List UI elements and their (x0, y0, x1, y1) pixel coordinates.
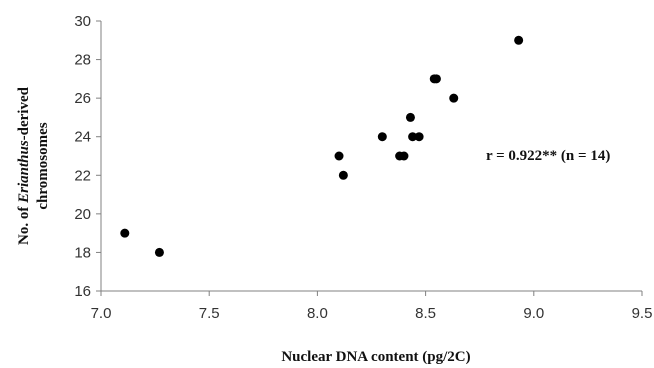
y-tick-label: 28 (74, 52, 91, 69)
y-axis-ticks: 16 18 20 22 24 26 28 30 (74, 13, 101, 300)
y-axis-label: No. of Erianthus-derived chromosomes (16, 86, 51, 245)
x-tick-label: 9.5 (632, 305, 653, 322)
y-axis-label-line-1: No. of Erianthus-derived (16, 86, 32, 245)
x-tick-label: 7.5 (199, 305, 220, 322)
data-point (414, 132, 424, 142)
x-axis-label: Nuclear DNA content (pg/2C) (281, 349, 470, 365)
x-tick-label: 8.5 (415, 305, 436, 322)
data-point (399, 151, 409, 161)
y-tick-label: 16 (74, 283, 91, 300)
x-tick-label: 8.0 (307, 305, 328, 322)
correlation-annotation: r = 0.922** (n = 14) (486, 148, 610, 164)
x-tick-label: 9.0 (523, 305, 544, 322)
data-point (405, 112, 415, 122)
y-tick-label: 30 (74, 13, 91, 30)
data-point (431, 74, 441, 84)
x-axis-ticks: 7.0 7.5 8.0 8.5 9.0 9.5 (91, 291, 653, 322)
data-point (334, 151, 344, 161)
y-tick-label: 22 (74, 167, 91, 184)
data-points (120, 35, 524, 257)
data-point (449, 93, 459, 103)
data-point (338, 170, 348, 180)
data-point (154, 247, 164, 257)
y-tick-label: 24 (74, 129, 91, 146)
data-point (514, 35, 524, 45)
data-point (377, 132, 387, 142)
data-point (120, 228, 130, 238)
data-point (408, 132, 418, 142)
y-tick-label: 26 (74, 90, 91, 107)
y-tick-label: 20 (74, 206, 91, 223)
y-tick-label: 18 (74, 244, 91, 261)
x-tick-label: 7.0 (91, 305, 112, 322)
y-axis-label-line-2: chromosomes (35, 122, 51, 209)
